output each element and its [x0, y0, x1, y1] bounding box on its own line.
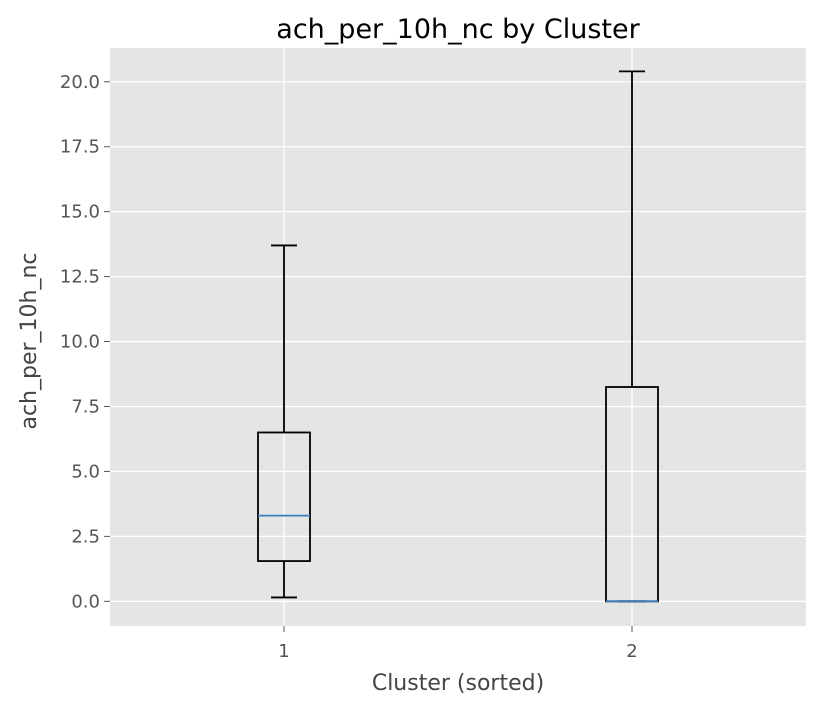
y-tick-label: 5.0 — [71, 461, 100, 482]
y-tick-label: 17.5 — [60, 137, 100, 158]
y-tick-label: 2.5 — [71, 526, 100, 547]
y-tick-label: 10.0 — [60, 332, 100, 353]
x-axis-label: Cluster (sorted) — [372, 671, 544, 696]
y-tick-label: 15.0 — [60, 202, 100, 223]
plot-background — [110, 48, 806, 626]
y-tick-label: 20.0 — [60, 72, 100, 93]
y-tick-label: 12.5 — [60, 267, 100, 288]
chart-title: ach_per_10h_nc by Cluster — [276, 14, 640, 45]
box-cluster-2 — [605, 70, 659, 603]
y-axis-label: ach_per_10h_nc — [17, 252, 42, 429]
box-cluster-1 — [257, 244, 311, 599]
box-body — [257, 431, 311, 562]
y-tick-label: 0.0 — [71, 591, 100, 612]
x-tick-label: 1 — [278, 641, 289, 662]
x-tick-label: 2 — [626, 641, 637, 662]
boxes — [257, 70, 659, 603]
y-axis-ticks: 0.0 2.5 5.0 7.5 10.0 12.5 15.0 17.5 20.0 — [60, 72, 110, 612]
y-tick-label: 7.5 — [71, 396, 100, 417]
